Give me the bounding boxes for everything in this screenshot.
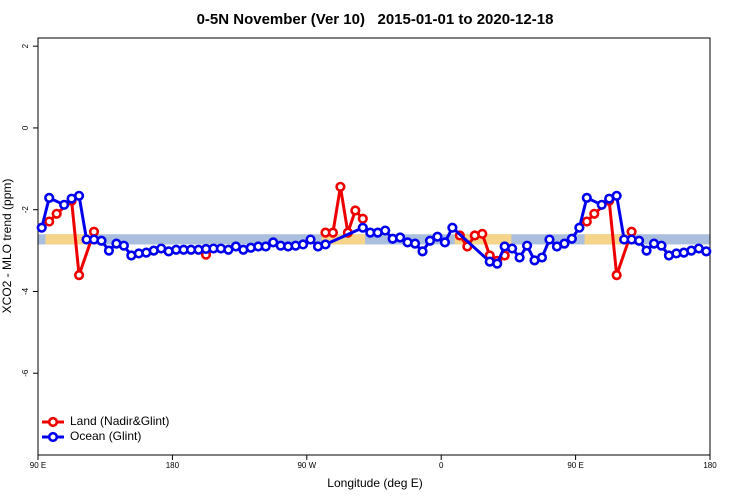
data-point <box>521 240 533 251</box>
x-tick-label: 90 E <box>30 461 46 470</box>
data-point <box>36 222 47 233</box>
data-point <box>320 239 331 250</box>
data-point <box>44 216 55 227</box>
y-tick-label: 0 <box>21 125 30 130</box>
data-point <box>357 213 368 224</box>
legend-label: Ocean (Glint) <box>70 429 141 443</box>
data-point <box>409 238 421 249</box>
data-point <box>73 270 85 281</box>
data-point <box>641 245 652 256</box>
chart-title: 0-5N November (Ver 10) 2015-01-01 to 202… <box>197 11 554 28</box>
data-point <box>424 235 436 246</box>
data-point <box>96 235 107 246</box>
data-point <box>73 190 85 201</box>
data-point <box>88 226 100 237</box>
data-point <box>559 238 570 249</box>
data-point <box>611 270 622 281</box>
land-span <box>584 234 630 245</box>
data-point <box>611 190 622 201</box>
land-span <box>45 234 95 245</box>
data-point <box>701 246 712 257</box>
y-tick-label: -2 <box>21 206 30 214</box>
x-tick-label: 180 <box>703 461 717 470</box>
reference-band <box>38 234 710 245</box>
legend-label: Land (Nadir&Glint) <box>70 414 169 428</box>
data-point <box>544 234 555 245</box>
data-point <box>417 246 428 257</box>
data-point <box>350 205 361 216</box>
land-span <box>321 234 366 245</box>
data-point <box>447 222 458 233</box>
x-axis-label: Longitude (deg E) <box>327 476 422 490</box>
data-point <box>581 192 592 203</box>
x-tick-label: 90 W <box>297 461 316 470</box>
data-point <box>51 208 62 219</box>
y-tick-label: -4 <box>21 287 30 295</box>
data-point <box>439 237 451 248</box>
data-point <box>59 199 70 210</box>
plot-frame <box>37 37 711 456</box>
data-point <box>118 240 129 251</box>
data-point <box>656 240 667 251</box>
data-point <box>335 181 346 192</box>
data-point <box>566 233 577 244</box>
data-point <box>305 234 316 245</box>
y-axis-label: XCO2 - MLO trend (ppm) <box>0 179 14 314</box>
data-point <box>380 225 391 236</box>
data-point <box>514 252 525 263</box>
data-point <box>581 216 592 227</box>
data-point <box>633 235 645 246</box>
data-point <box>395 232 406 243</box>
data-point <box>103 245 115 256</box>
data-point <box>626 226 637 237</box>
data-point <box>507 243 518 254</box>
data-point <box>432 231 443 242</box>
data-point <box>574 222 585 233</box>
data-point <box>357 222 368 233</box>
x-tick-label: 0 <box>439 461 444 470</box>
data-point <box>44 192 55 203</box>
data-point <box>536 252 548 263</box>
legend-marker <box>47 431 59 443</box>
data-point <box>297 239 309 250</box>
x-tick-label: 90 E <box>567 461 583 470</box>
y-tick-label: -6 <box>21 369 30 377</box>
legend-marker <box>47 416 59 428</box>
data-point <box>596 199 607 210</box>
data-point <box>327 227 339 238</box>
x-tick-label: 180 <box>166 461 180 470</box>
data-point <box>477 228 488 239</box>
data-point <box>260 241 271 252</box>
data-point <box>589 208 600 219</box>
data-point <box>492 258 503 269</box>
y-tick-label: 2 <box>21 43 30 48</box>
